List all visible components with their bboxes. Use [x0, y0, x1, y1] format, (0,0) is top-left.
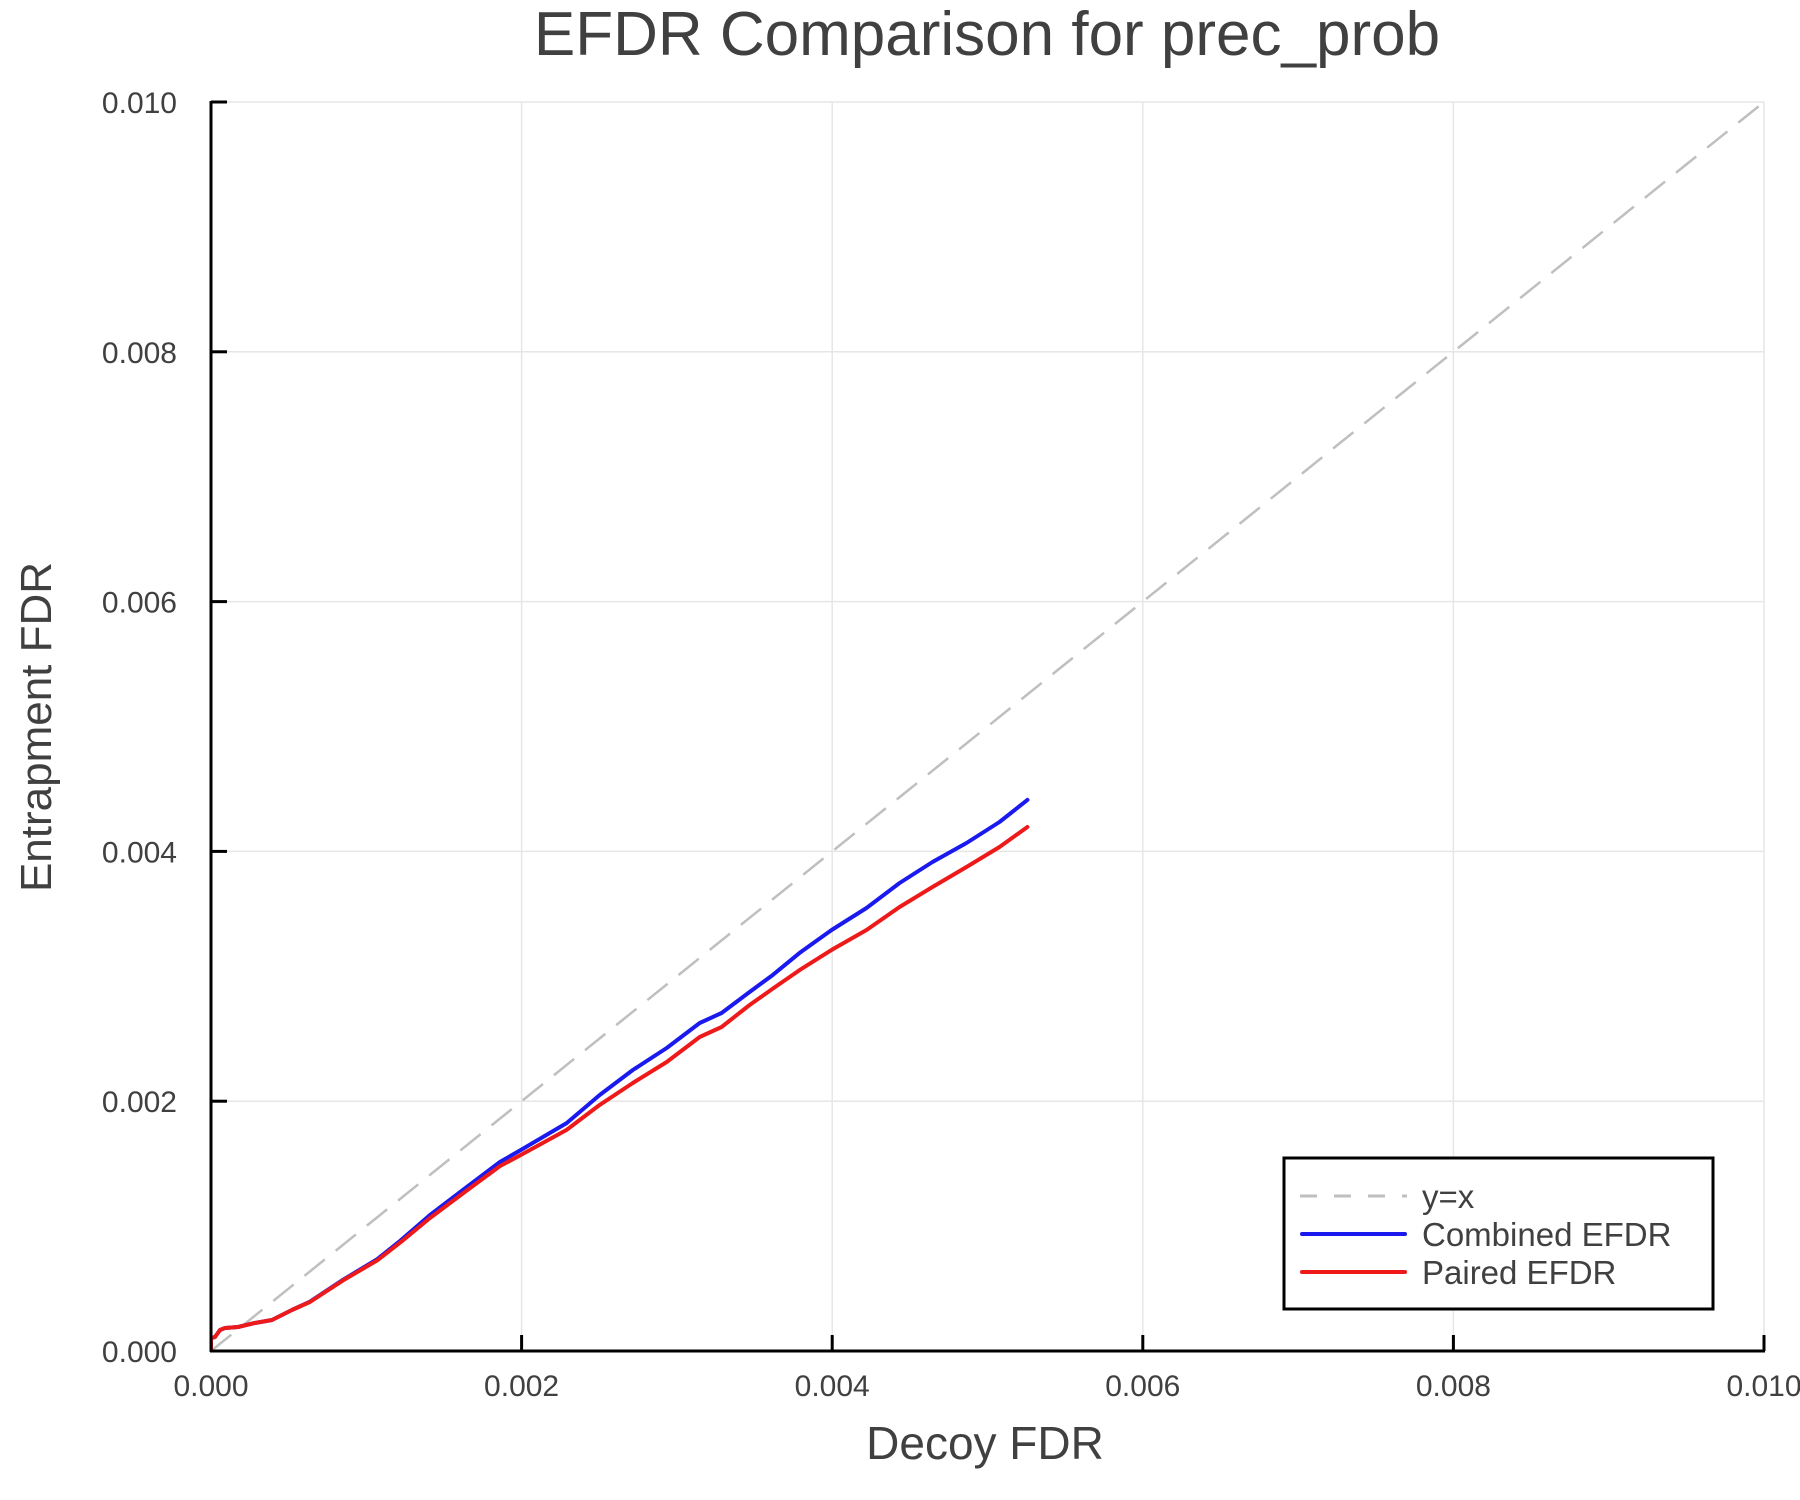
axes [209, 101, 1765, 1353]
tick-marks [209, 100, 1766, 1353]
x-tick-label: 0.000 [173, 1370, 248, 1403]
legend-label-identity: y=x [1422, 1178, 1475, 1215]
legend-item-combined: Combined EFDR [1300, 1216, 1671, 1253]
y-tick-label: 0.002 [102, 1086, 177, 1119]
y-axis-label: Entrapment FDR [12, 562, 61, 892]
legend-label-paired: Paired EFDR [1422, 1254, 1616, 1291]
x-axis-label: Decoy FDR [866, 1417, 1104, 1469]
series-combined-efdr [211, 797, 1030, 1351]
series-y-x [211, 102, 1764, 1351]
x-tick-label: 0.008 [1416, 1370, 1491, 1403]
x-tick-label: 0.002 [484, 1370, 559, 1403]
y-tick-labels: 0.000 0.002 0.004 0.006 0.008 0.010 [102, 87, 177, 1369]
y-tick-label: 0.006 [102, 587, 177, 620]
y-tick-label: 0.008 [102, 337, 177, 370]
legend: y=x Combined EFDR Paired EFDR [1282, 1156, 1715, 1311]
legend-label-combined: Combined EFDR [1422, 1216, 1671, 1253]
chart-title: EFDR Comparison for prec_prob [534, 0, 1440, 69]
y-tick-label: 0.004 [102, 836, 177, 869]
legend-item-paired: Paired EFDR [1300, 1254, 1616, 1291]
x-tick-label: 0.004 [795, 1370, 870, 1403]
plot-series [211, 102, 1764, 1351]
x-tick-labels: 0.000 0.002 0.004 0.006 0.008 0.010 [173, 1370, 1800, 1403]
y-tick-label: 0.010 [102, 87, 177, 120]
y-tick-label: 0.000 [102, 1336, 177, 1369]
x-tick-label: 0.006 [1105, 1370, 1180, 1403]
series-paired-efdr [211, 825, 1030, 1351]
legend-item-identity: y=x [1300, 1178, 1475, 1215]
x-tick-label: 0.010 [1726, 1370, 1800, 1403]
